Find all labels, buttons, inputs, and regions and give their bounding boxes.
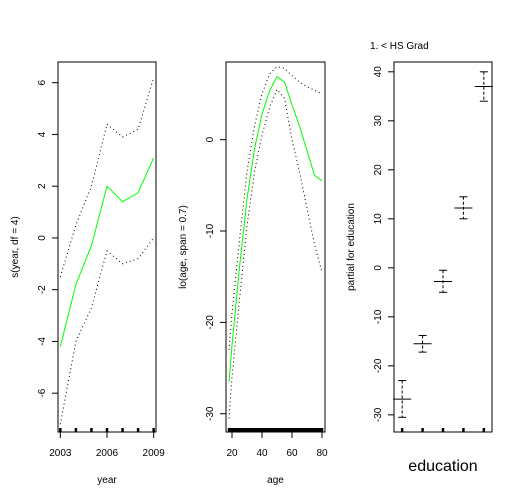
x-tick-label: 80 (316, 448, 328, 459)
confidence-band-upper (59, 77, 155, 277)
y-tick-label: 30 (373, 115, 384, 127)
y-tick-label: 0 (373, 265, 384, 271)
fit-line (228, 75, 323, 382)
y-tick-label: 40 (373, 66, 384, 78)
confidence-band-upper (228, 66, 323, 350)
y-tick-label: -2 (37, 285, 48, 294)
confidence-band-lower (59, 237, 155, 425)
x-tick-label: 2009 (143, 448, 166, 459)
x-axis-label: education (408, 458, 477, 475)
y-tick-label: 10 (373, 213, 384, 225)
y-tick-label: 20 (373, 164, 384, 176)
x-axis-label: year (97, 475, 117, 486)
x-tick-label: 60 (286, 448, 298, 459)
plot-frame (393, 61, 493, 433)
y-tick-label: 0 (37, 235, 48, 241)
year-effect-panel: -6 -4 -2 0 2 4 6 2003 2006 2009 s(year, df = 4) yea… (10, 61, 166, 486)
y-axis-label: partial for education (346, 203, 357, 291)
y-tick-label: -30 (205, 406, 216, 421)
y-axis-label: lo(age, span = 0.7) (178, 205, 189, 289)
education-effect-panel: -30 -20 -10 0 10 20 30 40 partial for education e… (346, 41, 493, 475)
plot-frame (225, 61, 326, 433)
x-tick-label: 20 (226, 448, 238, 459)
y-tick-label: 0 (205, 136, 216, 142)
y-tick-label: 6 (37, 79, 48, 85)
y-tick-label: -20 (205, 315, 216, 330)
x-tick-label: 40 (256, 448, 268, 459)
y-tick-label: -4 (37, 337, 48, 346)
plot-frame (57, 61, 157, 433)
age-effect-panel: -30 -20 -10 0 20 40 60 80 lo(age, span = 0.7) age (178, 61, 328, 486)
x-axis-label: age (267, 475, 284, 486)
fit-line (59, 157, 155, 347)
y-tick-label: -6 (37, 388, 48, 397)
y-tick-label: -20 (373, 358, 384, 373)
y-tick-label: -10 (373, 309, 384, 324)
y-tick-label: -30 (373, 407, 384, 422)
y-tick-label: -10 (205, 223, 216, 238)
x-tick-label: 2006 (96, 448, 119, 459)
y-tick-label: 2 (37, 183, 48, 189)
x-tick-label: 2003 (49, 448, 72, 459)
y-axis-label: s(year, df = 4) (10, 216, 21, 277)
confidence-band-lower (228, 88, 323, 419)
y-tick-label: 4 (37, 131, 48, 137)
reference-level-label: 1. < HS Grad (370, 41, 429, 52)
